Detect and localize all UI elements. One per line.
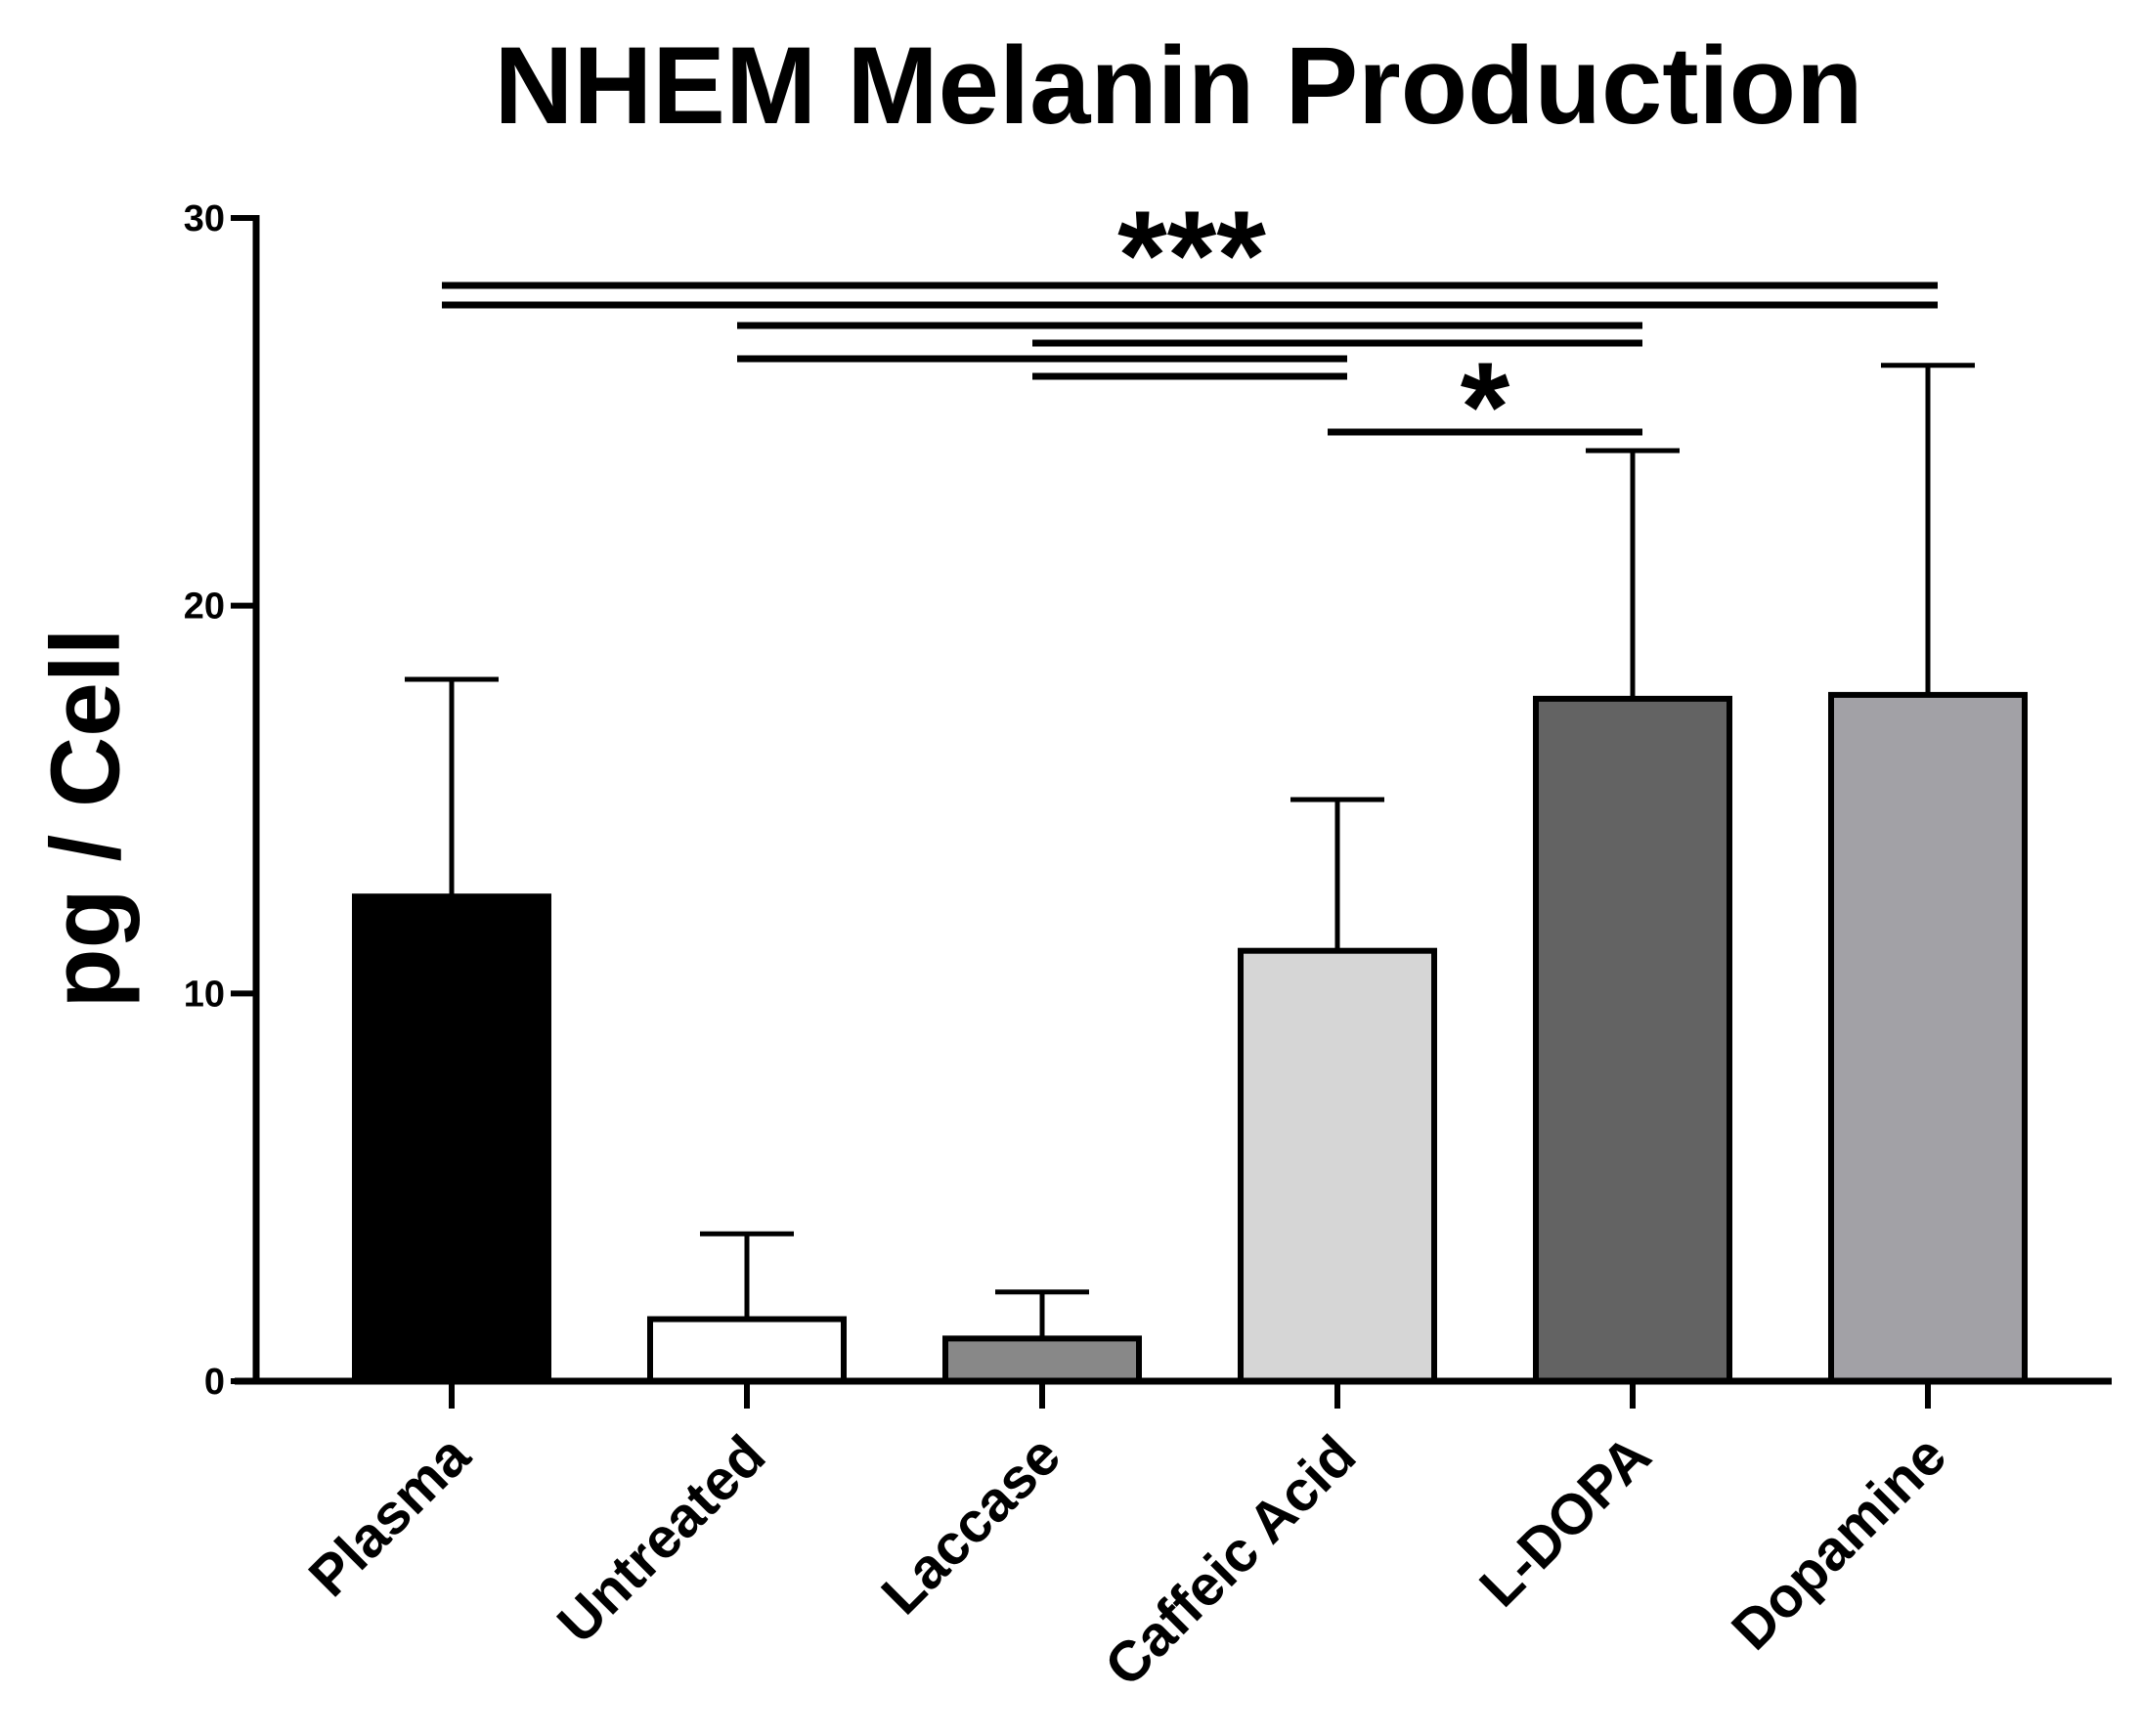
bar [942,1335,1142,1385]
bar [1828,691,2028,1384]
significance-label: * [1461,335,1510,478]
x-tick-label: Laccase [869,1423,1072,1627]
x-tick-label: Plasma [297,1423,483,1609]
significance-label: *** [1117,184,1266,326]
x-tick-label: Dopamine [1720,1423,1958,1662]
bar [1533,695,1732,1384]
y-tick-label: 30 [184,198,225,239]
y-tick-label: 10 [184,974,225,1015]
bar [647,1316,847,1384]
chart-title: NHEM Melanin Production [494,24,1863,147]
x-tick-label: Untreated [546,1423,777,1655]
y-tick-label: 20 [184,586,225,628]
x-tick-label: Caffeic Acid [1093,1423,1368,1698]
bar [1238,947,1437,1384]
bar [352,893,551,1385]
x-tick-label: L-DOPA [1467,1423,1663,1619]
y-tick-label: 0 [204,1362,225,1403]
